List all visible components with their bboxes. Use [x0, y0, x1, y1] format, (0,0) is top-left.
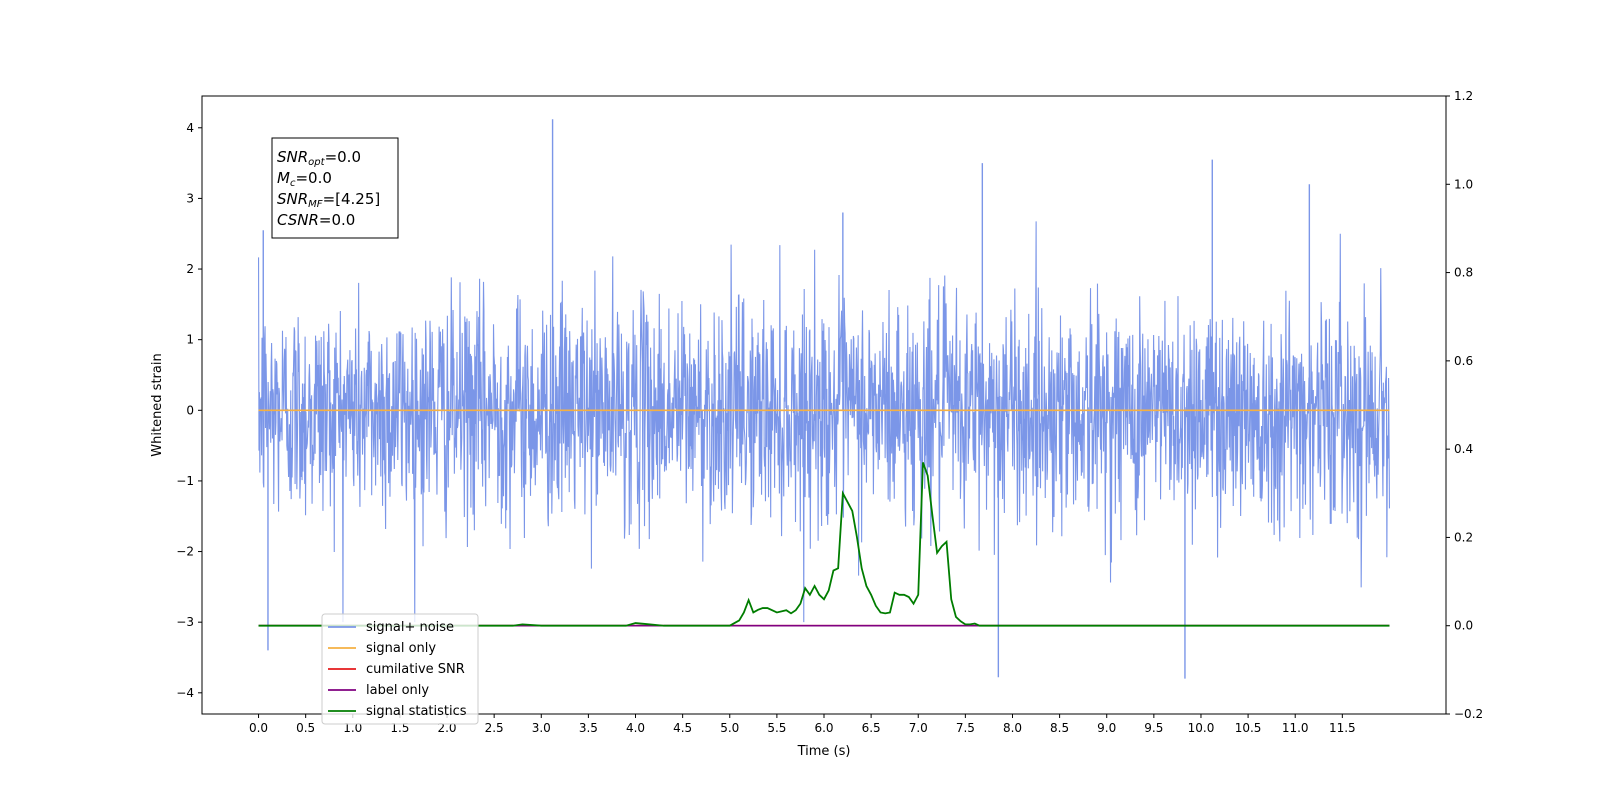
x-axis-ticks: 0.0 0.5 1.0 1.5 2.0 2.5 3.0 3.5 4.0 4.5 5.0 5.5 6.0 6…	[249, 714, 1356, 735]
x-tick-label: 0.5	[296, 721, 315, 735]
legend-label: signal only	[366, 641, 436, 656]
y-right-tick-label: −0.2	[1454, 707, 1483, 721]
x-tick-label: 9.0	[1097, 721, 1116, 735]
x-tick-label: 3.0	[532, 721, 551, 735]
x-tick-label: 2.5	[485, 721, 504, 735]
y-left-tick-label: 4	[186, 121, 194, 135]
info-line: SNRopt=0.0	[277, 148, 361, 168]
info-line: SNRMF=[4.25]	[277, 190, 380, 210]
x-tick-label: 6.5	[862, 721, 881, 735]
signal-statistics-line	[258, 462, 1390, 627]
y-axis-right-ticks: 1.2 1.0 0.8 0.6 0.4 0.2 0.0 −0.2	[1446, 89, 1483, 721]
signal-noise-series-group	[258, 119, 1390, 679]
y-left-tick-label: −1	[176, 474, 194, 488]
y-left-tick-label: 3	[186, 191, 194, 205]
x-tick-label: 7.5	[956, 721, 975, 735]
y-right-tick-label: 0.6	[1454, 354, 1473, 368]
x-tick-label: 11.0	[1282, 721, 1309, 735]
signal-noise-line	[258, 221, 1390, 623]
y-left-tick-label: 1	[186, 333, 194, 347]
x-tick-label: 4.5	[673, 721, 692, 735]
y-right-tick-label: 1.0	[1454, 177, 1473, 191]
x-tick-label: 7.0	[909, 721, 928, 735]
y-axis-label: Whitened strain	[150, 353, 165, 456]
info-line: CSNR=0.0	[277, 211, 355, 229]
y-right-tick-label: 1.2	[1454, 89, 1473, 103]
info-box-frame	[271, 137, 399, 239]
y-left-tick-label: 0	[186, 403, 194, 417]
y-right-tick-label: 0.2	[1454, 530, 1473, 544]
y-right-tick-label: 0.4	[1454, 442, 1473, 456]
legend-label: signal statistics	[366, 704, 467, 719]
x-axis-label: Time (s)	[797, 744, 851, 759]
x-tick-label: 11.5	[1329, 721, 1356, 735]
y-left-tick-label: 2	[186, 262, 194, 276]
y-left-tick-label: −3	[176, 615, 194, 629]
x-tick-label: 5.0	[720, 721, 739, 735]
info-line: Mc=0.0	[277, 169, 332, 189]
x-tick-label: 8.0	[1003, 721, 1022, 735]
legend-label: cumilative SNR	[366, 662, 465, 677]
x-tick-label: 9.5	[1144, 721, 1163, 735]
x-tick-label: 10.5	[1235, 721, 1262, 735]
legend-frame	[321, 613, 479, 725]
x-tick-label: 10.0	[1188, 721, 1215, 735]
legend: signal+ noise signal only cumilative SNR la…	[321, 613, 479, 725]
x-tick-label: 8.5	[1050, 721, 1069, 735]
x-tick-label: 5.5	[767, 721, 786, 735]
x-tick-label: 6.0	[814, 721, 833, 735]
x-tick-label: 0.0	[249, 721, 268, 735]
y-right-tick-label: 0.8	[1454, 266, 1473, 280]
x-tick-label: 4.0	[626, 721, 645, 735]
legend-label: label only	[366, 683, 429, 698]
y-right-tick-label: 0.0	[1454, 619, 1473, 633]
legend-label: signal+ noise	[366, 620, 454, 635]
y-axis-left-ticks: 4 3 2 1 0 −1 −2 −3 −4	[176, 121, 202, 700]
y-left-tick-label: −2	[176, 545, 194, 559]
y-left-tick-label: −4	[176, 686, 194, 700]
x-tick-label: 3.5	[579, 721, 598, 735]
